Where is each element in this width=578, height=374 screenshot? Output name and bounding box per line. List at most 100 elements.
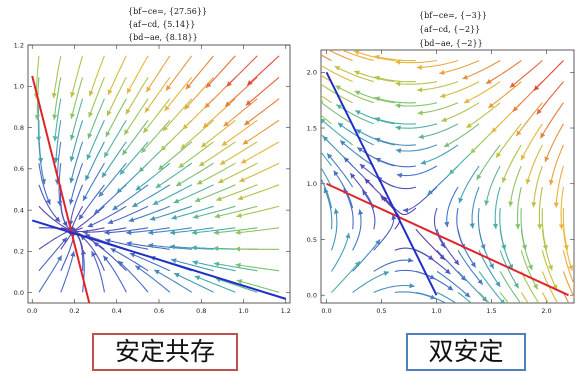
streamline: [549, 144, 565, 186]
streamline: [321, 54, 332, 61]
streamline-arrow: [173, 198, 180, 204]
streamline-arrow: [444, 268, 451, 274]
x-tick-label: 0.0: [321, 307, 331, 315]
streamline: [213, 262, 258, 272]
streamline: [395, 81, 438, 85]
streamline-arrow: [441, 117, 448, 122]
streamline: [520, 208, 527, 251]
streamline-arrow: [141, 147, 147, 153]
streamline: [38, 237, 68, 272]
streamline-arrow: [525, 178, 531, 185]
streamline: [560, 186, 565, 230]
annotation-line-3: {bd−ae, {8.18}}: [128, 33, 198, 42]
streamline: [37, 98, 40, 142]
streamline-arrow: [196, 179, 203, 185]
streamline: [374, 137, 416, 146]
streamline: [89, 55, 105, 97]
streamline: [321, 64, 353, 83]
streamline: [495, 123, 522, 159]
streamline: [117, 260, 149, 293]
streamline-arrow: [103, 255, 109, 262]
streamline: [148, 227, 192, 234]
streamline: [462, 60, 501, 80]
streamline-arrow: [547, 264, 553, 271]
streamline: [373, 284, 415, 294]
streamline: [235, 227, 280, 234]
streamline: [478, 271, 505, 303]
streamline: [433, 207, 446, 249]
streamline: [192, 261, 236, 272]
streamline: [183, 76, 215, 110]
streamline-arrow: [158, 164, 164, 170]
streamline: [515, 102, 543, 137]
streamline: [112, 184, 149, 211]
streamline: [516, 186, 522, 230]
streamline: [541, 292, 549, 303]
streamline-arrow: [226, 81, 232, 87]
streamline: [125, 77, 149, 115]
streamline-arrow: [462, 74, 469, 80]
streamline-arrow: [237, 195, 244, 201]
streamline-arrow: [532, 283, 538, 290]
streamline-arrow: [171, 258, 177, 264]
streamline: [331, 232, 350, 272]
streamline-arrow: [343, 157, 350, 163]
streamline: [439, 81, 480, 98]
streamline-arrow: [531, 202, 537, 208]
streamline-arrow: [333, 170, 339, 177]
streamline-arrow: [375, 157, 382, 163]
streamline: [478, 250, 501, 288]
streamline: [443, 123, 480, 148]
streamline-arrow: [501, 177, 507, 183]
streamline-arrow: [298, 78, 304, 83]
streamline: [173, 184, 214, 204]
streamline-arrow: [542, 244, 548, 251]
streamline: [418, 123, 459, 138]
streamline-arrow: [503, 317, 508, 322]
streamline-arrow: [444, 221, 450, 228]
streamline-arrow: [112, 205, 119, 210]
streamline-arrow: [104, 151, 109, 158]
streamline-arrow: [417, 87, 423, 93]
streamline-arrow: [299, 96, 304, 101]
streamline: [376, 176, 417, 190]
streamline: [213, 227, 258, 234]
streamline: [436, 270, 471, 298]
streamline: [494, 186, 501, 230]
streamline-arrow: [540, 132, 546, 139]
streamline-arrow: [336, 50, 339, 51]
streamline: [91, 251, 105, 293]
streamline: [53, 77, 62, 120]
streamline: [102, 255, 127, 293]
streamline: [224, 76, 258, 108]
streamline-arrow: [476, 174, 482, 181]
streamline: [456, 208, 466, 250]
streamline-arrow: [116, 187, 123, 194]
streamline: [331, 260, 361, 293]
streamline: [54, 98, 62, 142]
streamline-arrow: [160, 145, 167, 151]
streamline-arrow: [355, 129, 362, 135]
streamline-arrow: [354, 70, 360, 76]
streamline-arrow: [180, 143, 187, 149]
streamline-arrow: [122, 149, 128, 156]
streamline-arrow: [453, 259, 460, 265]
streamline-arrow: [239, 177, 245, 182]
streamline-arrow: [192, 260, 198, 266]
streamline-arrow: [54, 216, 61, 223]
streamline: [374, 76, 416, 83]
left-chart-panel: {bf−ce=, {27.56}} {af−cd, {5.14}} {bd−ae…: [14, 7, 291, 371]
streamline: [216, 184, 258, 201]
y-tick-label: 0.0: [307, 291, 317, 299]
streamline-arrow: [469, 223, 475, 229]
streamline-arrow: [129, 252, 136, 258]
streamline-arrow: [470, 261, 476, 268]
streamline: [327, 50, 353, 62]
y-tick-label: 0.6: [14, 165, 24, 173]
y-tick-label: 2.0: [307, 69, 317, 77]
streamline: [180, 119, 214, 150]
streamline: [93, 241, 127, 272]
streamline: [217, 162, 258, 184]
streamline: [202, 98, 236, 129]
streamline-arrow: [70, 251, 76, 257]
